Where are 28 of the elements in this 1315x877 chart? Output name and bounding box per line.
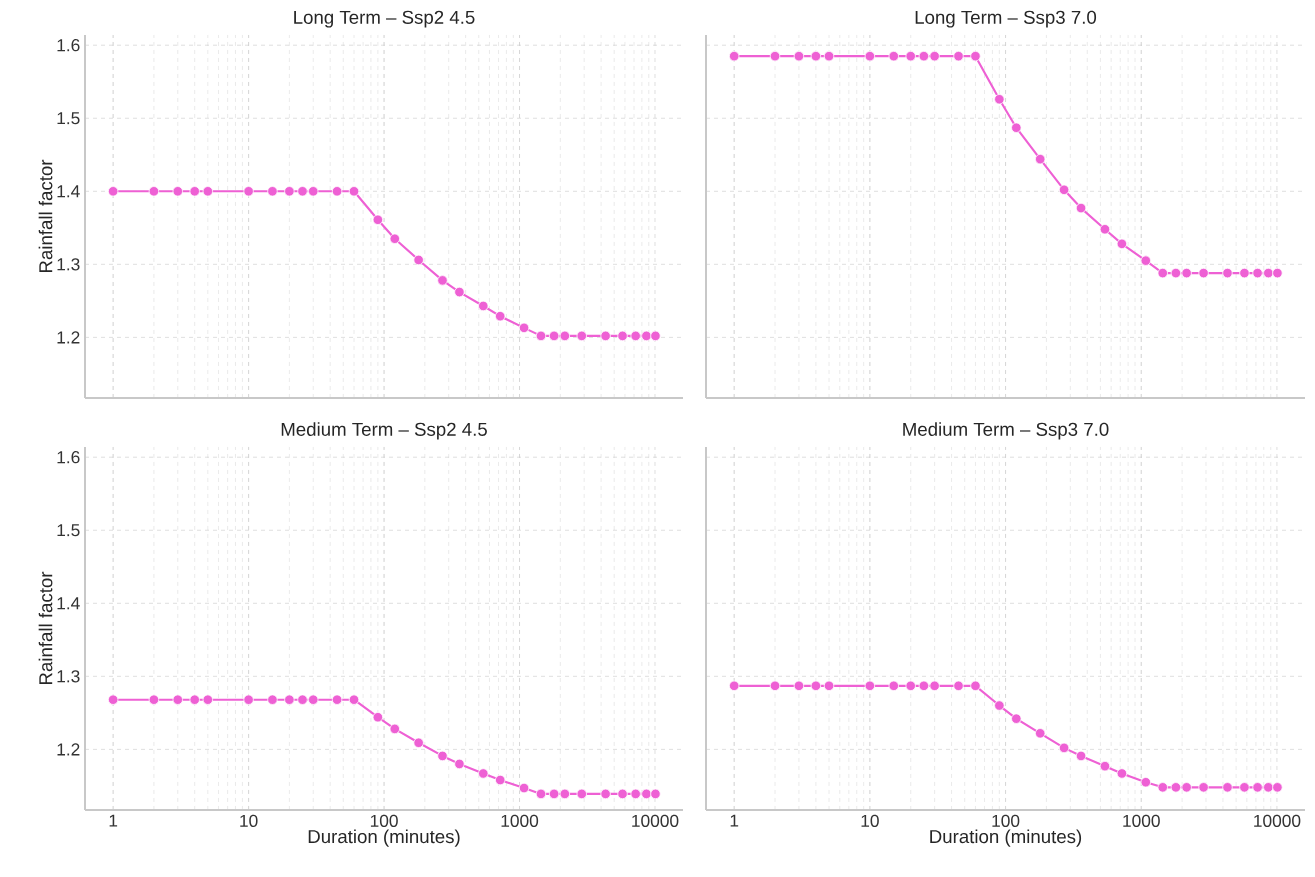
y-tick-label: 1.4 — [57, 185, 80, 198]
chart-title: Long Term – Ssp3 7.0 — [915, 10, 1097, 28]
chart-title: Long Term – Ssp2 4.5 — [294, 10, 475, 28]
chart-title: Medium Term – Ssp2 4.5 — [281, 422, 487, 440]
x-tick-label: 10000 — [1254, 814, 1301, 827]
y-tick-label: 1.6 — [57, 39, 80, 52]
x-tick-label: 1000 — [501, 814, 539, 827]
y-tick-label: 1.3 — [57, 258, 80, 271]
y-axis-title: Rainfall factor — [38, 571, 53, 685]
y-tick-label: 1.5 — [57, 524, 80, 537]
x-tick-label: 1000 — [1123, 814, 1160, 827]
chart-title: Medium Term – Ssp3 7.0 — [903, 422, 1109, 440]
x-tick-label: 10 — [240, 814, 258, 827]
x-tick-label: 10000 — [632, 814, 679, 827]
x-axis-title: Duration (minutes) — [930, 829, 1082, 847]
y-tick-label: 1.4 — [57, 597, 80, 610]
y-tick-label: 1.3 — [57, 670, 80, 683]
y-tick-label: 1.2 — [57, 331, 80, 344]
x-tick-label: 1 — [109, 814, 118, 827]
x-tick-label: 100 — [370, 814, 398, 827]
x-tick-label: 1 — [730, 814, 739, 827]
y-tick-label: 1.5 — [57, 112, 80, 125]
x-axis-title: Duration (minutes) — [308, 829, 460, 847]
y-axis-title: Rainfall factor — [38, 159, 53, 273]
x-tick-label: 10 — [861, 814, 879, 827]
x-tick-label: 100 — [992, 814, 1020, 827]
y-tick-label: 1.6 — [57, 451, 80, 464]
y-tick-label: 1.2 — [57, 743, 80, 756]
